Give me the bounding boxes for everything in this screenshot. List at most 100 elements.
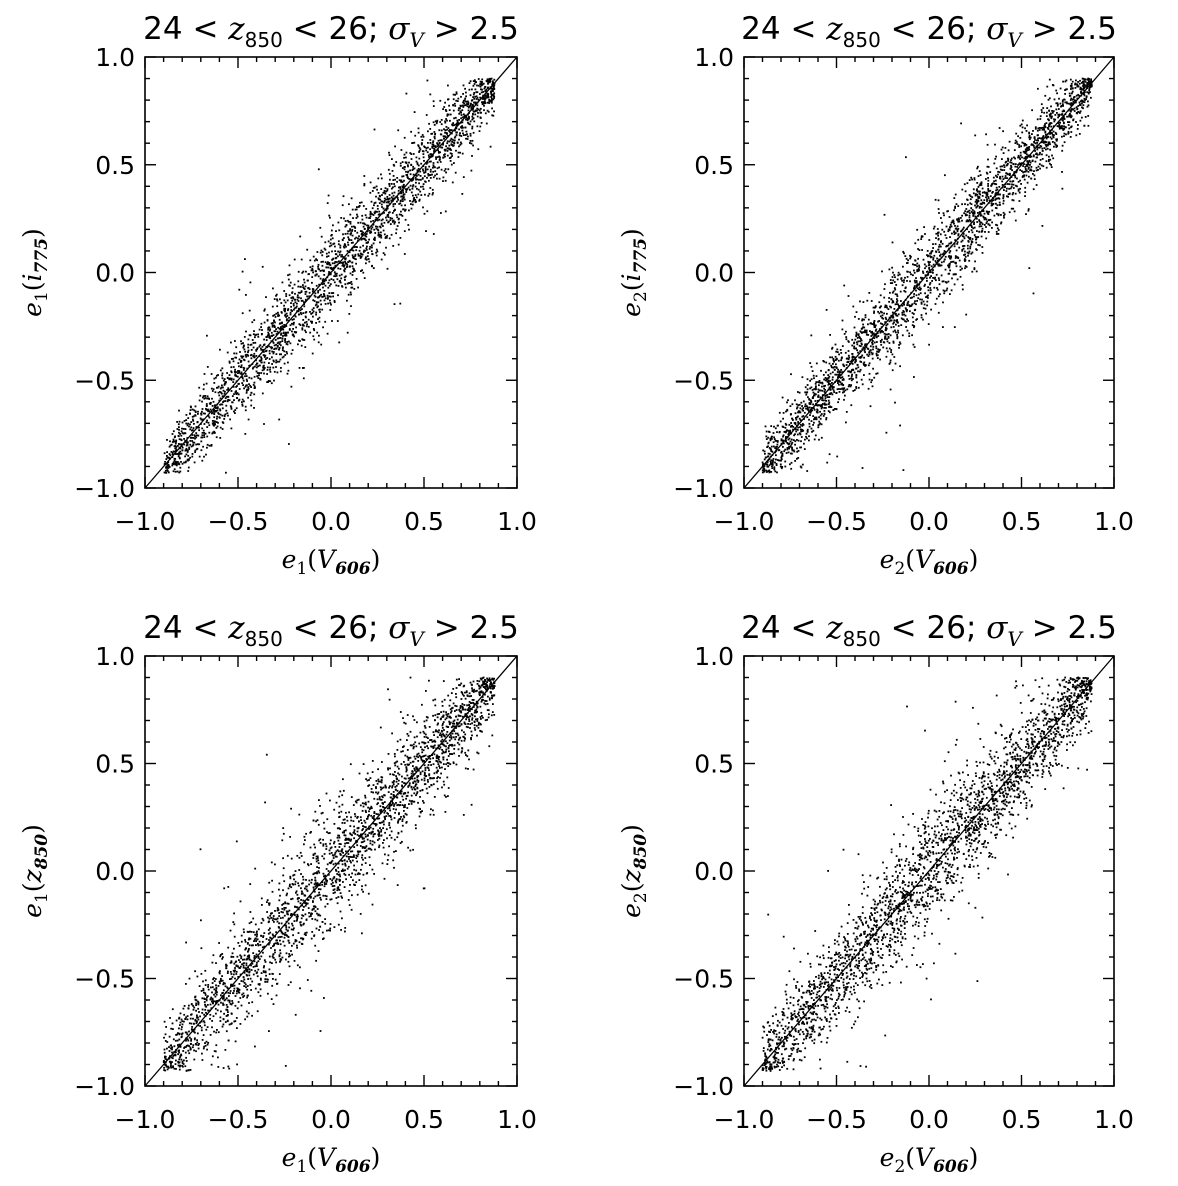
- scatter-point: [972, 188, 975, 191]
- scatter-point: [333, 300, 336, 302]
- scatter-point: [410, 163, 413, 166]
- scatter-point: [929, 269, 931, 271]
- scatter-point: [1067, 132, 1070, 134]
- scatter-point: [863, 361, 866, 364]
- scatter-point: [175, 440, 177, 443]
- scatter-point: [301, 328, 304, 331]
- scatter-point: [332, 243, 335, 245]
- scatter-point: [210, 373, 213, 375]
- scatter-point: [323, 247, 326, 250]
- scatter-point: [486, 80, 489, 83]
- scatter-point: [187, 470, 190, 472]
- scatter-point: [219, 409, 222, 412]
- scatter-point: [390, 199, 393, 202]
- scatter-point: [1014, 174, 1016, 177]
- scatter-point: [327, 302, 329, 305]
- scatter-point: [1029, 169, 1031, 172]
- scatter-point: [177, 423, 180, 426]
- scatter-point: [812, 397, 814, 399]
- scatter-point: [915, 284, 918, 287]
- scatter-point: [436, 173, 438, 176]
- scatter-point: [183, 420, 186, 422]
- scatter-point: [1053, 141, 1056, 144]
- scatter-point: [806, 430, 809, 432]
- scatter-point: [935, 261, 938, 264]
- scatter-point: [800, 401, 803, 404]
- scatter-point: [956, 241, 959, 244]
- scatter-point: [1018, 144, 1021, 146]
- scatter-point: [359, 201, 361, 204]
- scatter-point: [838, 353, 840, 356]
- scatter-point: [254, 365, 256, 368]
- scatter-point: [303, 278, 305, 281]
- scatter-point: [185, 422, 188, 425]
- scatter-point: [930, 265, 933, 268]
- scatter-point: [298, 367, 301, 369]
- scatter-point: [249, 344, 252, 346]
- scatter-point: [1003, 166, 1006, 168]
- scatter-point: [444, 148, 447, 151]
- scatter-point: [890, 306, 892, 309]
- scatter-point: [816, 404, 819, 407]
- scatter-point: [339, 279, 341, 282]
- scatter-point: [278, 360, 281, 363]
- scatter-point: [1023, 170, 1026, 173]
- scatter-point: [1079, 86, 1082, 89]
- scatter-point: [361, 214, 364, 217]
- scatter-point: [362, 231, 364, 234]
- scatter-point: [240, 364, 243, 367]
- scatter-point: [1025, 150, 1028, 153]
- scatter-point: [954, 239, 957, 241]
- scatter-point: [881, 317, 883, 319]
- scatter-point: [247, 349, 250, 352]
- scatter-point: [466, 138, 469, 140]
- scatter-point: [351, 249, 353, 251]
- scatter-point: [405, 92, 408, 95]
- scatter-point: [300, 291, 303, 293]
- scatter-point: [279, 344, 282, 347]
- scatter-point: [877, 310, 879, 313]
- scatter-point: [994, 195, 997, 198]
- scatter-point: [853, 345, 856, 348]
- scatter-point: [886, 340, 889, 343]
- scatter-point: [423, 212, 426, 215]
- scatter-point: [369, 215, 372, 218]
- scatter-point: [996, 227, 999, 230]
- scatter-point: [189, 423, 191, 426]
- scatter-point: [166, 469, 169, 471]
- scatter-point: [799, 407, 802, 410]
- scatter-point: [987, 190, 990, 193]
- scatter-point: [288, 273, 291, 276]
- scatter-point: [840, 356, 843, 359]
- scatter-point: [282, 335, 284, 337]
- scatter-point: [373, 202, 376, 204]
- scatter-point: [214, 404, 216, 407]
- scatter-point: [327, 296, 329, 299]
- scatter-point: [318, 308, 321, 311]
- scatter-point: [447, 98, 450, 101]
- scatter-point: [798, 411, 800, 414]
- scatter-point: [907, 259, 909, 262]
- scatter-point: [291, 299, 294, 302]
- scatter-point: [349, 260, 351, 263]
- scatter-point: [985, 237, 988, 240]
- scatter-point: [470, 169, 473, 172]
- scatter-point: [868, 353, 871, 356]
- scatter-point: [174, 444, 177, 447]
- scatter-point: [285, 312, 288, 315]
- scatter-point: [434, 170, 437, 173]
- scatter-point: [1025, 153, 1028, 156]
- scatter-point: [446, 134, 449, 137]
- scatter-point: [861, 327, 864, 330]
- scatter-point: [805, 435, 807, 438]
- scatter-point: [832, 366, 835, 369]
- scatter-point: [213, 413, 216, 415]
- scatter-point: [845, 357, 848, 360]
- scatter-point: [285, 324, 287, 327]
- scatter-point: [302, 270, 305, 273]
- scatter-point: [412, 177, 415, 180]
- scatter-point: [174, 435, 176, 438]
- scatter-point: [365, 248, 368, 251]
- scatter-point: [891, 369, 894, 372]
- scatter-point: [363, 237, 365, 240]
